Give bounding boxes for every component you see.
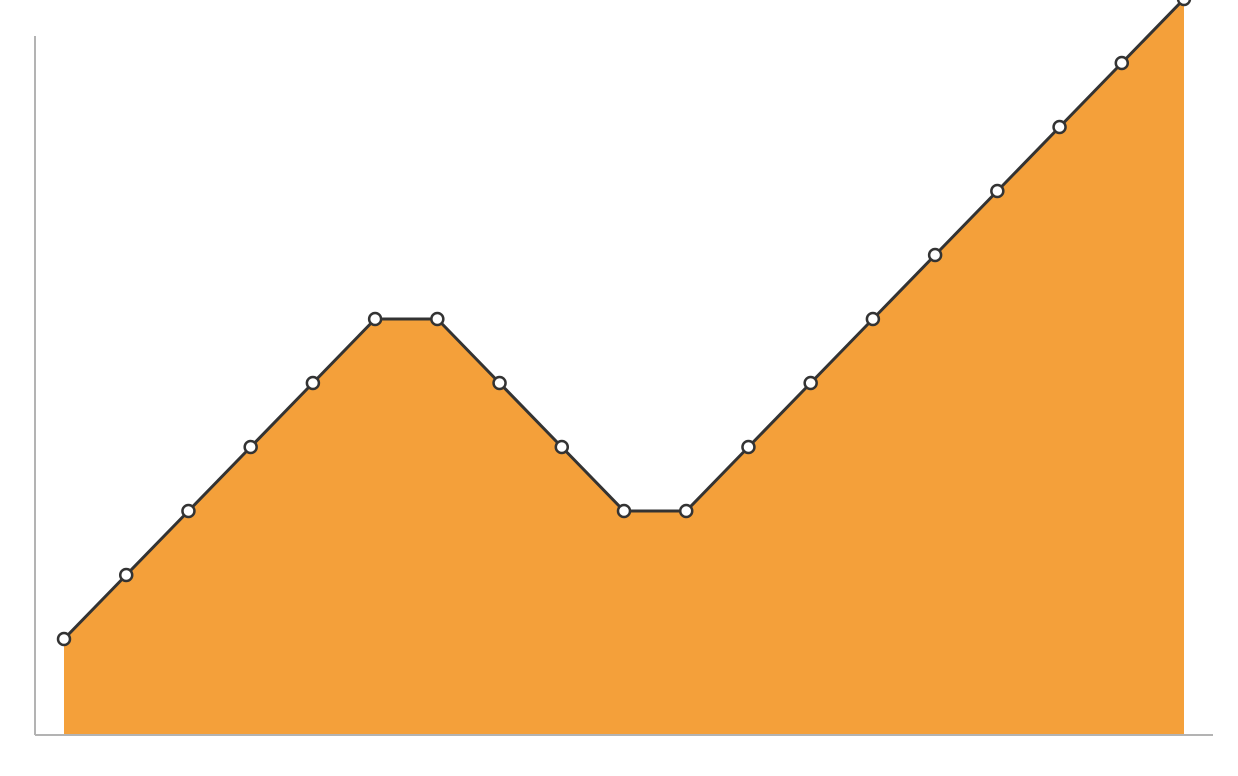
data-point [554,439,570,455]
data-point [1176,0,1192,7]
data-point [1052,119,1067,135]
data-point [118,567,134,583]
data-point [616,503,632,519]
data-point [181,503,196,519]
data-point [990,183,1005,199]
data-point [430,311,445,327]
data-point [865,311,881,327]
series-area [64,0,1184,735]
marker-layer [56,0,1192,647]
data-point [492,375,507,391]
data-point [305,375,321,391]
data-point [56,631,72,647]
data-point [367,311,383,327]
data-point [678,503,694,519]
area-layer [64,0,1184,735]
data-point [803,375,818,391]
axis-layer [34,36,1213,736]
data-point [741,439,756,455]
data-point [1114,55,1130,71]
data-point [243,439,258,455]
data-point [927,247,943,263]
